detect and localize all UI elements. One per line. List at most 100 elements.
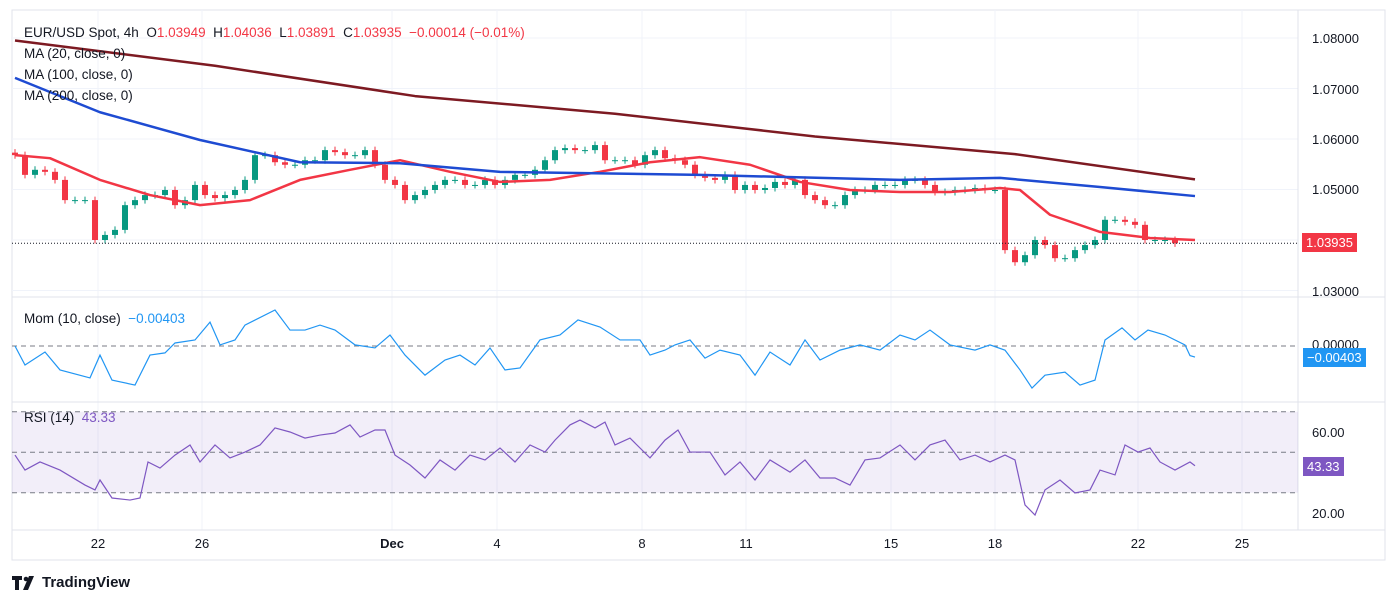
candle-up — [102, 234, 108, 240]
time-tick: 11 — [739, 536, 753, 551]
candle-down — [712, 177, 718, 180]
candle-down — [392, 179, 398, 185]
candle-up — [832, 205, 838, 207]
change-value: −0.00014 (−0.01%) — [409, 25, 525, 40]
open-label: O — [146, 25, 157, 40]
legend-ma20[interactable]: MA (20, close, 0) — [24, 46, 126, 61]
candle-down — [932, 184, 938, 193]
candle-up — [322, 150, 328, 161]
candle-down — [752, 184, 758, 191]
candle-down — [52, 171, 58, 180]
time-tick: 25 — [1234, 536, 1250, 551]
mom-value: −0.00403 — [128, 311, 185, 326]
candle-down — [602, 145, 608, 161]
legend-rsi[interactable]: RSI (14) 43.33 — [24, 410, 116, 425]
candle-down — [462, 179, 468, 185]
candle-up — [552, 150, 558, 161]
candle-up — [122, 205, 128, 230]
price-tick: 1.05000 — [1312, 182, 1359, 197]
candle-up — [292, 164, 298, 166]
candle-down — [1172, 240, 1178, 244]
ma20-line — [14, 153, 1196, 242]
candle-up — [1152, 240, 1158, 241]
candle-up — [112, 229, 118, 235]
candle-up — [1092, 240, 1098, 246]
candle-down — [922, 179, 928, 185]
candle-up — [432, 184, 438, 191]
candle-down — [1042, 240, 1048, 246]
candle-down — [202, 184, 208, 196]
candle-down — [1052, 245, 1058, 259]
candle-down — [402, 184, 408, 201]
candle-down — [492, 179, 498, 185]
candle-up — [592, 145, 598, 151]
candle-up — [522, 174, 528, 176]
candle-up — [422, 190, 428, 196]
candle-up — [192, 184, 198, 201]
candle-up — [992, 190, 998, 192]
candle-up — [142, 195, 148, 201]
candle-up — [252, 155, 258, 180]
legend-ma200[interactable]: MA (200, close, 0) — [24, 88, 133, 103]
time-tick: 22 — [90, 536, 106, 551]
candle-up — [792, 179, 798, 185]
candle-up — [892, 184, 898, 186]
rsi-value: 43.33 — [81, 410, 116, 425]
candle-up — [582, 150, 588, 152]
legend-mom[interactable]: Mom (10, close) −0.00403 — [24, 311, 185, 326]
candle-up — [32, 169, 38, 175]
candle-up — [222, 195, 228, 199]
candle-up — [1032, 240, 1038, 256]
time-tick: 4 — [493, 536, 501, 551]
rsi-line — [14, 419, 1196, 517]
last-price-badge: 1.03935 — [1302, 233, 1357, 252]
candle-up — [442, 179, 448, 185]
candle-up — [872, 184, 878, 191]
rsi-badge: 43.33 — [1303, 457, 1344, 476]
mom-title: Mom (10, close) — [24, 311, 121, 326]
candle-up — [82, 200, 88, 202]
tradingview-logo-icon — [12, 575, 34, 590]
candle-down — [702, 174, 708, 178]
candle-down — [382, 164, 388, 180]
candle-up — [352, 155, 358, 157]
price-tick: 1.03000 — [1312, 284, 1359, 299]
time-tick: 8 — [638, 536, 646, 551]
candle-down — [632, 160, 638, 165]
candle-up — [1162, 240, 1168, 241]
candle-up — [412, 195, 418, 201]
candle-down — [1122, 219, 1128, 222]
candle-up — [472, 184, 478, 186]
candle-down — [282, 162, 288, 165]
candle-down — [92, 200, 98, 240]
candle-up — [722, 174, 728, 180]
price-tick: 1.06000 — [1312, 132, 1359, 147]
candle-up — [622, 160, 628, 162]
close-label: C — [343, 25, 353, 40]
candle-up — [772, 181, 778, 188]
candle-down — [332, 150, 338, 153]
candle-down — [12, 152, 18, 156]
ma100-line — [14, 76, 1196, 198]
rsi-tick: 20.00 — [1312, 506, 1345, 521]
candle-up — [1082, 245, 1088, 251]
rsi-tick: 60.00 — [1312, 425, 1345, 440]
candle-down — [212, 195, 218, 199]
candle-down — [802, 179, 808, 196]
candle-up — [842, 195, 848, 206]
candle-up — [542, 160, 548, 170]
candle-down — [1012, 250, 1018, 263]
candle-up — [1062, 258, 1068, 260]
candle-down — [572, 148, 578, 151]
tradingview-logo[interactable]: TradingView — [12, 574, 130, 591]
symbol-legend: EUR/USD Spot, 4h O1.03949 H1.04036 L1.03… — [24, 25, 525, 40]
candle-up — [162, 190, 168, 196]
price-tick: 1.08000 — [1312, 31, 1359, 46]
rsi-title: RSI (14) — [24, 410, 75, 425]
candle-up — [362, 150, 368, 156]
legend-ma100[interactable]: MA (100, close, 0) — [24, 67, 133, 82]
time-tick: 15 — [883, 536, 899, 551]
candle-up — [1112, 219, 1118, 221]
open-value: 1.03949 — [156, 25, 206, 40]
